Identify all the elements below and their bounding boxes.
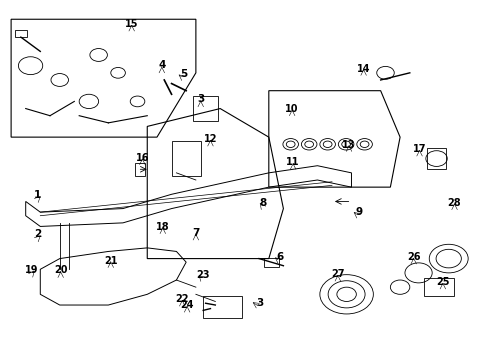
Bar (193, 96, 217, 121)
Text: 23: 23 (196, 270, 209, 280)
Text: 27: 27 (330, 269, 344, 279)
Text: 20: 20 (54, 265, 67, 275)
Text: 12: 12 (203, 134, 217, 144)
Text: 16: 16 (135, 153, 149, 163)
Bar (426, 148, 446, 169)
Text: 22: 22 (175, 294, 189, 304)
Bar (264, 258, 278, 267)
Text: 10: 10 (285, 104, 298, 114)
Text: 8: 8 (259, 198, 266, 208)
Text: 5: 5 (180, 69, 187, 79)
Bar (134, 163, 145, 176)
Text: 19: 19 (25, 265, 38, 275)
Bar (15, 30, 27, 37)
Bar (424, 278, 453, 296)
Text: 13: 13 (342, 140, 355, 150)
Text: 21: 21 (104, 256, 117, 266)
Text: 18: 18 (156, 222, 169, 232)
Text: 3: 3 (197, 94, 204, 104)
Text: 11: 11 (286, 157, 299, 167)
Text: 1: 1 (34, 190, 41, 200)
Bar (171, 141, 201, 176)
Text: 26: 26 (406, 252, 420, 262)
Text: 3: 3 (256, 298, 263, 308)
Text: 24: 24 (180, 300, 193, 310)
Text: 15: 15 (125, 19, 138, 29)
Text: 14: 14 (356, 64, 369, 73)
Text: 25: 25 (435, 277, 448, 287)
Text: 6: 6 (276, 252, 283, 262)
Bar (203, 296, 242, 318)
Text: 7: 7 (192, 228, 199, 238)
Text: 2: 2 (34, 229, 41, 239)
Text: 17: 17 (412, 144, 426, 154)
Text: 28: 28 (447, 198, 460, 208)
Text: 4: 4 (158, 60, 165, 70)
Text: 9: 9 (354, 207, 362, 217)
